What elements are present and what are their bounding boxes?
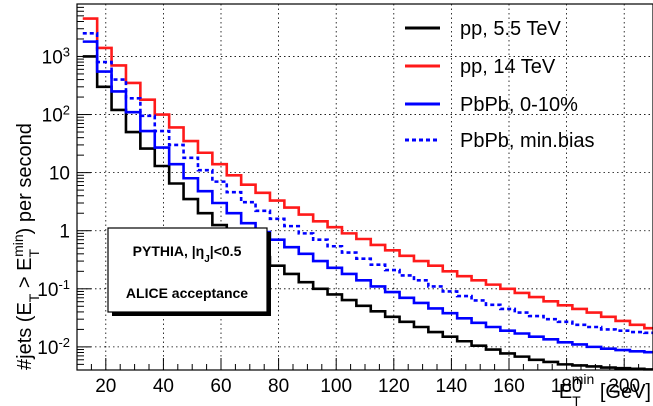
y-tick-label: 103 [42,44,70,69]
x-tick-label: 140 [436,376,468,397]
annotation-frame [107,227,268,313]
y-axis-label: #jets (ET > ETmin) per second [10,123,42,370]
x-tick-label: 120 [378,376,410,397]
annotation-line-2: ALICE acceptance [126,285,248,301]
axis-ticks [77,3,640,371]
y-tick-label: 10-1 [37,276,70,301]
x-tick-label: 100 [320,376,352,397]
y-tick-labels: 10-2 10-1 1 10 102 103 [37,44,70,359]
x-tick-label: 80 [268,376,289,397]
legend-label-pp-14tev: pp, 14 TeV [460,56,556,78]
series-line-3 [82,32,653,335]
data-series [82,17,653,371]
legend: pp, 5.5 TeV pp, 14 TeV PbPb, 0-10% PbPb,… [405,18,595,152]
x-tick-label: 20 [95,376,116,397]
x-tick-label: 40 [153,376,174,397]
legend-label-pp-5.5tev: pp, 5.5 TeV [460,18,561,40]
legend-label-pbpb-0-10: PbPb, 0-10% [460,94,578,116]
annotation-line-1: PYTHIA, |ηJ|<0.5 [133,243,242,265]
x-tick-labels: 20 40 60 80 100 120 140 160 180 200 [95,376,640,397]
x-tick-label: 160 [493,376,525,397]
series-line-0 [82,55,653,371]
annotation-box: PYTHIA, |ηJ|<0.5 ALICE acceptance [107,227,271,316]
y-tick-label: 10 [49,164,70,185]
series-line-1 [82,17,653,330]
x-tick-label: 180 [551,376,583,397]
y-tick-label: 1 [59,222,70,243]
x-tick-label: 60 [210,376,231,397]
x-axis-label: ETmin [GeV] [559,371,651,406]
x-tick-label: 200 [608,376,640,397]
y-tick-label: 102 [42,102,70,127]
series-line-2 [82,40,653,354]
legend-label-pbpb-minbias: PbPb, min.bias [460,130,595,152]
y-tick-label: 10-2 [37,334,70,359]
